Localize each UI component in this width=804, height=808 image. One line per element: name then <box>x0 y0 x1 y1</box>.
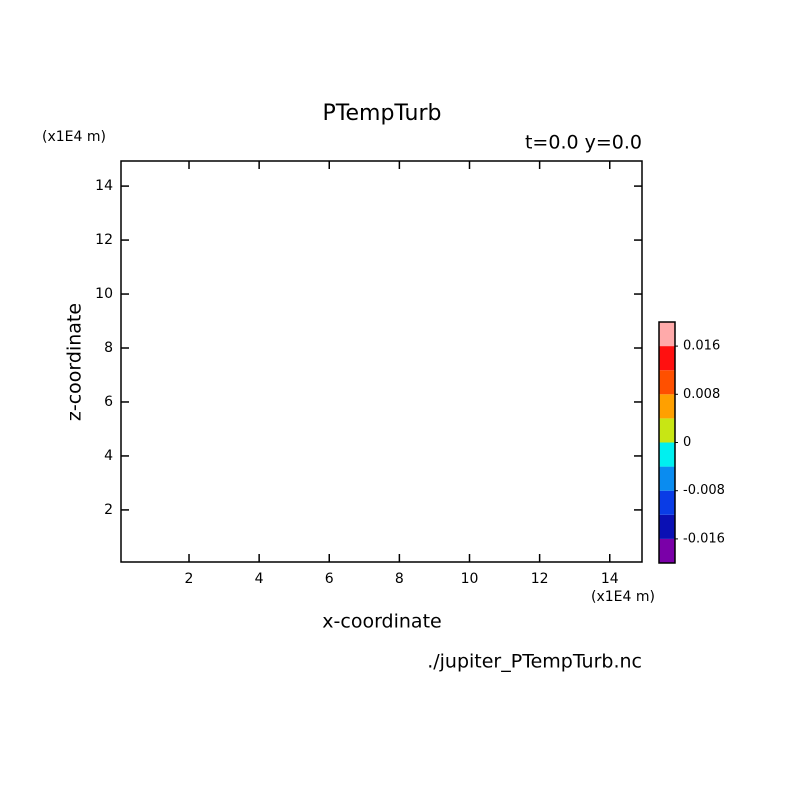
colorbar-tick-label: -0.008 <box>683 483 725 498</box>
x-unit: (x1E4 m) <box>591 589 655 605</box>
colorbar-tick-label: -0.016 <box>683 531 725 546</box>
colorbar-segment <box>659 418 675 443</box>
y-tick-label: 10 <box>95 286 113 302</box>
colorbar-segment <box>659 466 675 491</box>
colorbar-segment <box>659 370 675 395</box>
x-tick-label: 12 <box>531 571 549 587</box>
colorbar-segment <box>659 538 675 563</box>
x-tick-label: 4 <box>255 571 264 587</box>
y-tick-label: 2 <box>104 502 113 518</box>
y-unit: (x1E4 m) <box>42 129 106 145</box>
chart-title: PTempTurb <box>323 101 442 126</box>
y-tick-label: 12 <box>95 232 113 248</box>
colorbar-tick-label: 0.016 <box>683 339 720 354</box>
x-tick-label: 8 <box>395 571 404 587</box>
x-tick-label: 10 <box>461 571 479 587</box>
colorbar-tick-label: 0.008 <box>683 387 720 402</box>
colorbar-segment <box>659 394 675 419</box>
y-axis-label: z-coordinate <box>64 303 86 421</box>
colorbar-tick-label: 0 <box>683 435 691 450</box>
colorbar-segment <box>659 322 675 347</box>
x-tick-label: 14 <box>601 571 619 587</box>
colorbar-segment <box>659 490 675 515</box>
plot-frame <box>120 160 643 563</box>
x-axis-label: x-coordinate <box>322 611 441 633</box>
x-tick-label: 2 <box>185 571 194 587</box>
annotation: t=0.0 y=0.0 <box>525 132 642 154</box>
colorbar-segment <box>659 442 675 467</box>
source-label: ./jupiter_PTempTurb.nc <box>427 651 642 673</box>
y-tick-label: 4 <box>104 448 113 464</box>
y-tick-label: 6 <box>104 394 113 410</box>
x-tick-label: 6 <box>325 571 334 587</box>
y-tick-label: 14 <box>95 178 113 194</box>
y-tick-label: 8 <box>104 340 113 356</box>
colorbar-segment <box>659 346 675 371</box>
colorbar-segment <box>659 514 675 539</box>
